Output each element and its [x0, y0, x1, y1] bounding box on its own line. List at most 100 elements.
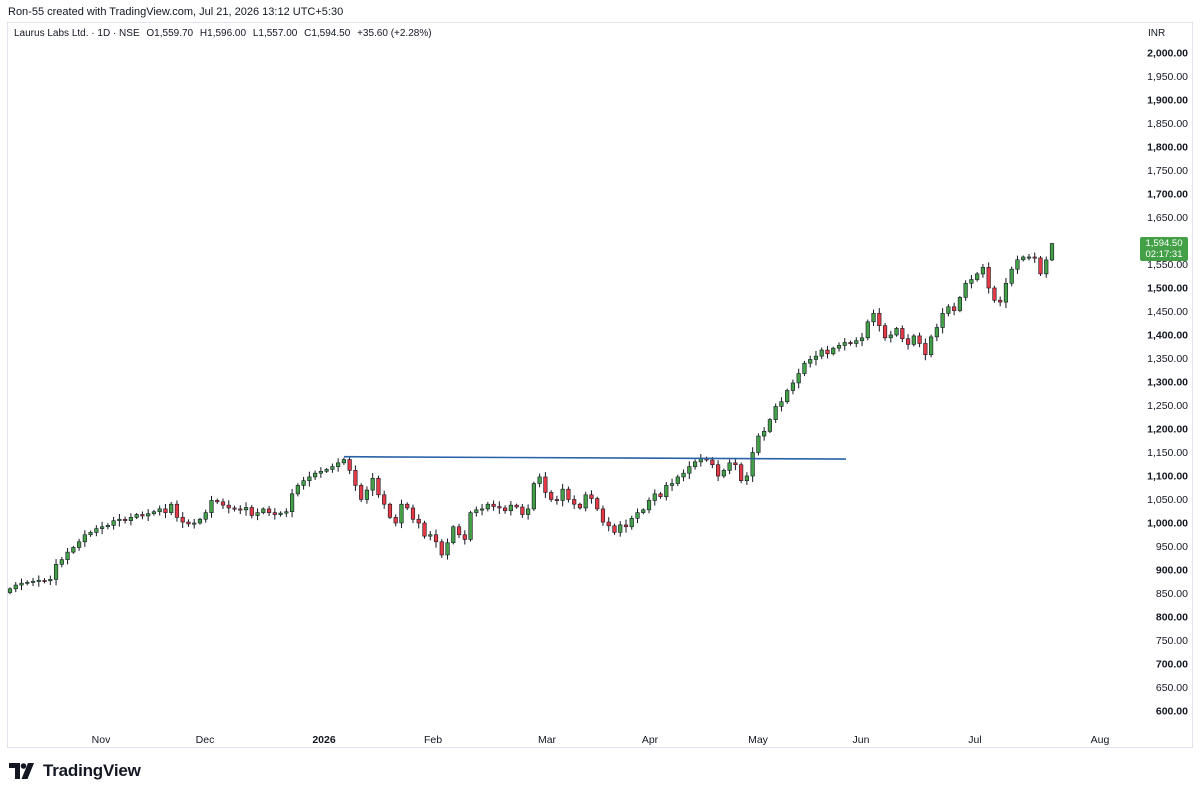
- candle-down: [123, 518, 128, 521]
- candle-down: [739, 464, 744, 482]
- y-axis-tick-label: 1,850.00: [1147, 118, 1188, 130]
- candle-down: [710, 459, 715, 466]
- candle-up: [313, 472, 318, 478]
- candle-down: [1038, 257, 1043, 275]
- candle-down: [917, 335, 922, 344]
- candle-down: [612, 525, 617, 533]
- candle-up: [203, 512, 208, 520]
- x-axis-tick-label: Jul: [968, 734, 981, 746]
- x-axis-tick-label: Jun: [853, 734, 870, 746]
- candle-down: [503, 507, 508, 512]
- candle-down: [376, 478, 381, 496]
- attribution-text: Ron-55 created with TradingView.com, Jul…: [8, 6, 344, 18]
- candle-up: [7, 588, 13, 593]
- candle-down: [163, 508, 168, 513]
- tradingview-logo[interactable]: TradingView: [9, 761, 141, 781]
- candle-up: [197, 518, 203, 524]
- candle-up: [284, 511, 289, 514]
- candle-up: [399, 503, 404, 524]
- candle-up: [53, 564, 59, 580]
- candle-up: [117, 518, 122, 521]
- candle-up: [819, 349, 824, 357]
- resistance-trendline: [343, 455, 847, 460]
- candle-up: [652, 493, 657, 501]
- candle-up: [946, 306, 951, 314]
- candle-up: [756, 435, 761, 453]
- candle-up: [969, 279, 974, 284]
- candle-up: [105, 525, 110, 528]
- candle-up: [963, 282, 968, 298]
- candle-up: [894, 328, 899, 336]
- candle-up: [934, 327, 939, 338]
- candle-down: [733, 462, 738, 466]
- last-price-tag: 1,594.50 02:17:31: [1140, 237, 1188, 261]
- candle-up: [526, 508, 531, 515]
- candle-down: [491, 503, 496, 507]
- candle-up: [762, 431, 767, 437]
- candle-down: [456, 526, 462, 536]
- candle-down: [140, 514, 145, 517]
- candle-up: [192, 522, 197, 525]
- candle-up: [508, 504, 513, 512]
- candle-down: [658, 493, 663, 497]
- candle-up: [767, 419, 772, 432]
- candle-down: [439, 541, 444, 556]
- candle-up: [669, 483, 675, 486]
- y-axis-tick-label: 700.00: [1156, 659, 1188, 671]
- candle-down: [226, 504, 231, 509]
- candle-down: [266, 508, 272, 513]
- x-axis-tick-label: Mar: [538, 734, 557, 746]
- candle-down: [42, 580, 47, 582]
- candle-up: [929, 336, 934, 356]
- candle-down: [416, 518, 421, 524]
- candle-up: [854, 340, 859, 344]
- candle-down: [359, 485, 364, 500]
- x-axis-tick-label: Aug: [1091, 734, 1110, 746]
- candle-up: [36, 580, 41, 582]
- candle-up: [445, 542, 450, 556]
- candle-down: [514, 504, 519, 508]
- candle-up: [65, 551, 70, 560]
- candle-up: [1003, 282, 1009, 303]
- candle-up: [583, 494, 588, 509]
- candle-down: [497, 506, 502, 509]
- candle-up: [100, 526, 105, 529]
- candle-up: [836, 345, 842, 349]
- candle-down: [549, 492, 554, 500]
- candle-down: [998, 299, 1003, 303]
- candle-up: [428, 534, 433, 537]
- last-price: 1,594.50: [1145, 238, 1183, 249]
- candle-down: [174, 503, 180, 518]
- candle-up: [802, 362, 807, 374]
- candle-up: [831, 347, 836, 355]
- candle-up: [336, 462, 341, 467]
- candle-up: [364, 489, 370, 500]
- candle-up: [957, 297, 962, 311]
- candle-down: [249, 507, 254, 516]
- y-axis-tick-label: 950.00: [1156, 541, 1188, 553]
- y-axis-tick-label: 750.00: [1156, 635, 1188, 647]
- y-axis-tick-label: 1,450.00: [1147, 306, 1188, 318]
- candle-up: [727, 462, 732, 471]
- candle-up: [30, 580, 36, 583]
- candle-up: [25, 581, 30, 584]
- candle-down: [600, 508, 606, 523]
- candle-up: [209, 500, 214, 513]
- candle-down: [986, 267, 991, 289]
- candle-up: [808, 359, 813, 364]
- candle-down: [848, 342, 853, 345]
- y-axis-tick-label: 650.00: [1156, 682, 1188, 694]
- candle-up: [888, 334, 893, 339]
- y-axis-tick-label: 850.00: [1156, 588, 1188, 600]
- candle-down: [623, 524, 629, 528]
- bar-countdown: 02:17:31: [1145, 249, 1183, 260]
- candle-up: [88, 532, 93, 536]
- chart-frame[interactable]: [7, 22, 1193, 748]
- candle-up: [750, 452, 755, 477]
- candle-down: [1032, 256, 1037, 259]
- x-axis-tick-label: Dec: [196, 734, 215, 746]
- candle-up: [307, 476, 312, 482]
- candle-up: [290, 493, 295, 513]
- candle-up: [71, 547, 76, 553]
